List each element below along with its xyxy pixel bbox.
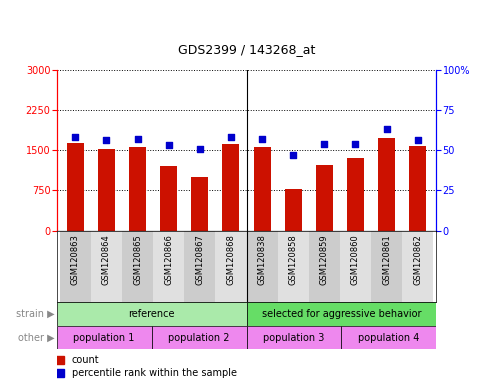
Bar [278, 231, 309, 302]
Bar [309, 231, 340, 302]
Text: other ▶: other ▶ [18, 333, 54, 343]
Point [71, 134, 79, 140]
Bar [340, 231, 371, 302]
Bar [215, 231, 246, 302]
Point [227, 134, 235, 140]
Bar [57, 326, 152, 349]
Bar [98, 149, 115, 231]
Text: GDS2399 / 143268_at: GDS2399 / 143268_at [178, 43, 315, 56]
Point [383, 126, 390, 132]
Bar [246, 302, 436, 326]
Bar [246, 326, 341, 349]
Text: population 1: population 1 [73, 333, 135, 343]
Bar [91, 231, 122, 302]
Bar [129, 147, 146, 231]
Text: selected for aggressive behavior: selected for aggressive behavior [262, 309, 421, 319]
Point [352, 141, 359, 147]
Text: GSM120862: GSM120862 [413, 234, 422, 285]
Point [258, 136, 266, 142]
Text: GSM120864: GSM120864 [102, 234, 111, 285]
Bar [184, 231, 215, 302]
Bar [316, 165, 333, 231]
Bar [253, 147, 271, 231]
Text: percentile rank within the sample: percentile rank within the sample [72, 368, 237, 379]
Point [196, 146, 204, 152]
Bar [378, 138, 395, 231]
Text: reference: reference [128, 309, 175, 319]
Point [414, 137, 422, 144]
Text: GSM120858: GSM120858 [289, 234, 298, 285]
Point [134, 136, 141, 142]
Text: GSM120865: GSM120865 [133, 234, 142, 285]
Text: count: count [72, 355, 100, 365]
Point [103, 137, 110, 144]
Text: GSM120863: GSM120863 [71, 234, 80, 285]
Bar [67, 143, 84, 231]
Bar [160, 166, 177, 231]
Text: population 2: population 2 [168, 333, 230, 343]
Text: GSM120867: GSM120867 [195, 234, 204, 285]
Point [320, 141, 328, 147]
Text: GSM120860: GSM120860 [351, 234, 360, 285]
Text: population 4: population 4 [358, 333, 420, 343]
Point [289, 152, 297, 158]
Bar [341, 326, 436, 349]
Bar [191, 177, 209, 231]
Text: strain ▶: strain ▶ [16, 309, 54, 319]
Bar [222, 144, 240, 231]
Bar [371, 231, 402, 302]
Bar [284, 189, 302, 231]
Text: GSM120861: GSM120861 [382, 234, 391, 285]
Text: GSM120838: GSM120838 [257, 234, 267, 285]
Bar [152, 326, 246, 349]
Bar [402, 231, 433, 302]
Text: GSM120866: GSM120866 [164, 234, 173, 285]
Bar [60, 231, 91, 302]
Text: GSM120859: GSM120859 [320, 234, 329, 285]
Text: population 3: population 3 [263, 333, 324, 343]
Text: GSM120868: GSM120868 [226, 234, 236, 285]
Bar [246, 231, 278, 302]
Bar [409, 146, 426, 231]
Point [165, 142, 173, 148]
Bar [122, 231, 153, 302]
Bar [57, 302, 246, 326]
Bar [347, 158, 364, 231]
Bar [153, 231, 184, 302]
